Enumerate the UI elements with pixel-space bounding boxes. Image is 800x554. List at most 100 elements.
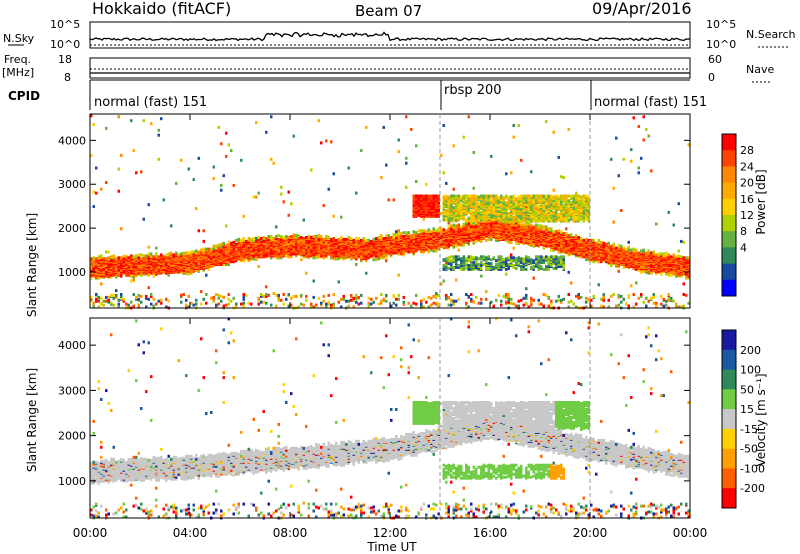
data-cell	[155, 252, 158, 256]
data-cell	[472, 186, 475, 190]
data-cell	[430, 211, 433, 215]
data-cell	[475, 221, 478, 225]
data-cell	[415, 197, 418, 201]
data-cell	[420, 229, 423, 233]
data-cell	[462, 255, 465, 259]
data-cell	[455, 261, 458, 265]
data-cell	[452, 144, 455, 148]
data-cell	[277, 234, 280, 238]
data-cell	[170, 251, 173, 255]
data-cell	[175, 253, 178, 257]
data-cell	[212, 165, 215, 169]
data-cell	[320, 303, 323, 307]
data-cell	[420, 209, 423, 212]
data-cell	[195, 302, 198, 306]
data-cell	[450, 219, 453, 223]
data-cell	[380, 293, 383, 296]
data-cell	[330, 256, 333, 260]
data-cell	[252, 257, 255, 261]
data-cell	[492, 194, 495, 198]
data-cell	[340, 236, 343, 239]
data-cell	[230, 241, 233, 245]
data-cell	[480, 210, 483, 214]
data-cell	[392, 301, 395, 305]
data-cell	[510, 200, 513, 204]
data-cell	[282, 200, 285, 204]
data-cell	[187, 251, 190, 255]
data-cell	[197, 229, 200, 233]
data-cell	[265, 130, 268, 134]
data-cell	[427, 305, 430, 309]
data-cell	[447, 205, 450, 209]
data-cell	[90, 153, 93, 157]
data-cell	[185, 254, 188, 258]
data-cell	[377, 257, 380, 261]
data-cell	[102, 257, 105, 261]
data-cell	[462, 259, 465, 263]
data-cell	[452, 258, 455, 262]
data-cell	[515, 202, 518, 206]
data-cell	[330, 237, 333, 241]
data-cell	[195, 249, 198, 253]
data-cell	[260, 237, 263, 240]
data-cell	[345, 255, 348, 259]
data-cell	[445, 201, 448, 205]
data-cell	[260, 294, 263, 298]
data-cell	[417, 194, 420, 198]
data-cell	[500, 213, 503, 217]
data-cell	[435, 247, 438, 251]
data-cell	[310, 236, 313, 239]
data-cell	[177, 253, 180, 257]
data-cell	[432, 301, 435, 305]
data-cell	[507, 238, 510, 242]
data-cell	[475, 214, 478, 218]
data-cell	[212, 244, 215, 248]
data-cell	[435, 249, 438, 253]
data-cell	[487, 210, 490, 214]
data-cell	[220, 142, 223, 146]
data-cell	[217, 302, 220, 306]
data-cell	[110, 301, 113, 305]
data-cell	[345, 299, 348, 303]
data-cell	[505, 300, 508, 304]
data-cell	[300, 302, 303, 306]
data-cell	[477, 208, 480, 211]
data-cell	[422, 297, 425, 301]
data-cell	[152, 255, 155, 259]
data-cell	[455, 218, 458, 222]
data-cell	[422, 209, 425, 213]
data-cell	[487, 266, 490, 270]
data-cell	[277, 293, 280, 297]
data-cell	[472, 261, 475, 265]
data-cell	[302, 255, 305, 259]
data-cell	[102, 299, 105, 303]
data-cell	[427, 228, 430, 232]
data-cell	[397, 235, 400, 238]
data-cell	[327, 293, 330, 297]
noise-tick-bot-left: 10^0	[50, 38, 80, 51]
cpid-row: CPID normal (fast) 151 rbsp 200 normal (…	[8, 79, 707, 110]
data-cell	[505, 210, 508, 214]
data-cell	[462, 198, 465, 202]
data-cell	[360, 238, 363, 242]
data-cell	[455, 278, 458, 282]
data-cell	[235, 238, 238, 242]
data-cell	[445, 265, 448, 269]
data-cell	[225, 303, 228, 307]
data-cell	[187, 167, 190, 171]
data-cell	[470, 297, 473, 301]
data-cell	[217, 293, 220, 297]
data-cell	[442, 217, 445, 221]
data-cell	[232, 183, 235, 187]
data-cell	[442, 124, 445, 127]
data-cell	[305, 294, 308, 298]
data-cell	[507, 219, 510, 223]
data-cell	[182, 293, 185, 296]
data-cell	[482, 255, 485, 259]
data-cell	[300, 236, 303, 239]
data-cell	[420, 205, 423, 209]
data-cell	[347, 237, 350, 241]
data-cell	[90, 114, 93, 118]
data-cell	[420, 299, 423, 303]
data-cell	[477, 214, 480, 218]
